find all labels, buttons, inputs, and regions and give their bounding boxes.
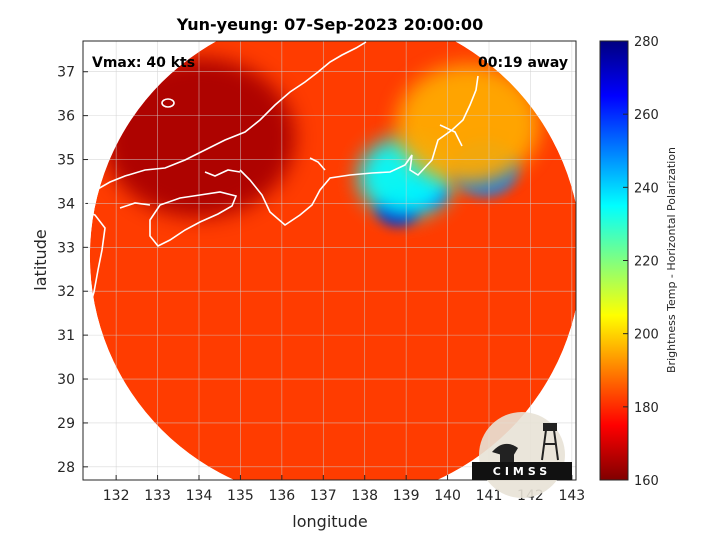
logo-text: CIMSS <box>493 465 551 478</box>
y-tick-label: 28 <box>57 460 75 476</box>
y-tick-label: 35 <box>57 153 75 169</box>
vmax-annotation: Vmax: 40 kts <box>92 55 195 71</box>
logo-tower-icon <box>541 423 559 461</box>
coastline-shikoku <box>149 191 238 248</box>
grid-lines <box>83 41 576 480</box>
colorbar-tick-label: 260 <box>634 108 659 123</box>
y-tick-label: 33 <box>57 240 75 256</box>
colorbar-tick-label: 160 <box>634 474 659 489</box>
plot-frame <box>82 40 577 481</box>
logo-banner <box>472 462 572 480</box>
y-tick-label: 34 <box>57 196 75 212</box>
time-away-annotation: 00:19 away <box>478 55 568 71</box>
y-tick-label: 32 <box>57 284 75 300</box>
x-tick-label: 137 <box>310 488 337 504</box>
y-tick-labels: 28 29 30 31 32 33 34 35 36 37 <box>57 65 75 476</box>
logo-building-icon <box>500 448 514 462</box>
y-axis-label: latitude <box>31 229 50 290</box>
coastline <box>83 41 479 313</box>
x-tick-label: 138 <box>351 488 378 504</box>
x-tick-label: 134 <box>186 488 213 504</box>
chart-title: Yun-yeung: 07-Sep-2023 20:00:00 <box>176 15 483 34</box>
coastline-kyushu <box>83 209 106 313</box>
coastline-inland <box>119 124 463 209</box>
x-tick-label: 140 <box>434 488 461 504</box>
coastline-island <box>161 98 175 108</box>
x-tick-label: 143 <box>558 488 585 504</box>
heatmap-feature <box>396 64 541 185</box>
y-tick-label: 30 <box>57 372 75 388</box>
y-tick-label: 37 <box>57 65 75 81</box>
colorbar-tick-label: 220 <box>634 255 659 270</box>
colorbar-tick-label: 200 <box>634 328 659 343</box>
colorbar-tick-label: 240 <box>634 181 659 196</box>
x-tick-label: 133 <box>144 488 171 504</box>
x-tick-label: 135 <box>227 488 254 504</box>
colorbar-tick-label: 280 <box>634 35 659 50</box>
colorbar-label: Brightness Temp - Horizontal Polarizatio… <box>665 147 678 373</box>
colorbar-tick-label: 180 <box>634 401 659 416</box>
x-tick-label: 136 <box>268 488 295 504</box>
x-tick-label: 132 <box>103 488 130 504</box>
y-tick-label: 29 <box>57 416 75 432</box>
coastline-honshu <box>83 41 479 227</box>
y-tick-label: 36 <box>57 109 75 125</box>
x-tick-label: 139 <box>393 488 420 504</box>
colorbar-ticks: 160 180 200 220 240 260 280 <box>623 35 659 489</box>
y-tick-label: 31 <box>57 328 75 344</box>
x-axis-label: longitude <box>292 512 367 531</box>
x-tick-label: 141 <box>476 488 503 504</box>
cimss-logo: CIMSS <box>472 412 572 498</box>
